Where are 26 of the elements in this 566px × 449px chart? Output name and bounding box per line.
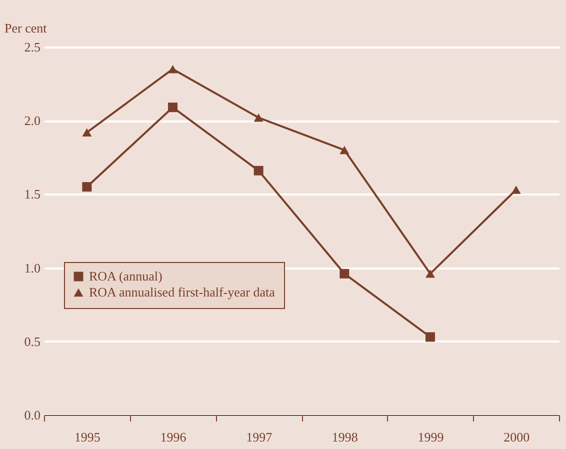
y-tick-label: 1.5 [24, 186, 40, 202]
point [168, 102, 178, 112]
legend-label: ROA (annual) [89, 268, 162, 284]
point [168, 64, 178, 74]
point [254, 114, 264, 122]
x-tick-label: 1999 [418, 430, 444, 444]
y-tick-label: 0.5 [24, 334, 40, 349]
x-tick-label: 1996 [160, 430, 187, 444]
point [82, 128, 92, 136]
x-tick-label: 2000 [504, 430, 530, 444]
legend-label: ROA annualised first-half-year data [89, 284, 276, 300]
point [426, 270, 435, 278]
y-tick-label: 2.0 [24, 113, 40, 128]
y-axis-title: Per cent [4, 20, 48, 36]
point [426, 332, 435, 342]
x-tick-label: 1995 [74, 430, 100, 444]
point [340, 268, 350, 278]
x-tick-label: 1997 [246, 430, 273, 444]
point [82, 182, 92, 192]
x-tick-label: 1998 [332, 430, 358, 444]
y-tick-label: 1.0 [24, 260, 40, 276]
y-tick-label: 0.0 [24, 408, 40, 422]
point [340, 146, 350, 154]
point [511, 186, 521, 194]
point [254, 166, 264, 176]
y-tick-label: 2.5 [24, 40, 40, 54]
